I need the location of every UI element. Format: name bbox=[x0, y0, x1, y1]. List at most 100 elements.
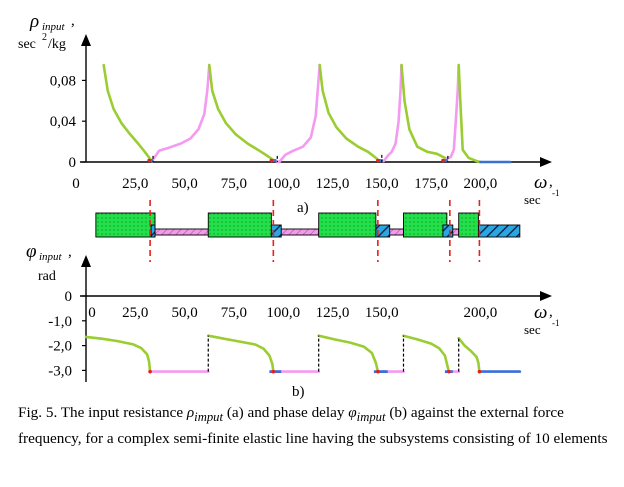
caption-phi-symbol: φ bbox=[348, 404, 357, 421]
panel-a-x-ticks: 0 25,0 50,0 75,0 100,0 125,0 150,0 175,0 200,0 bbox=[72, 176, 497, 192]
panel-b-x-axis bbox=[80, 291, 552, 301]
panel-a-x-tick-label: 0 bbox=[72, 176, 80, 192]
panel-b-series-green bbox=[457, 336, 481, 373]
band-blue-piece bbox=[270, 224, 282, 238]
panel-a-x-tick-label: 100,0 bbox=[266, 176, 300, 192]
panel-a-x-tick-label: 175,0 bbox=[414, 176, 448, 192]
band-green bbox=[403, 212, 448, 238]
caption-rho-symbol: ρ bbox=[186, 404, 195, 421]
panel-a-series-green bbox=[208, 63, 275, 162]
panel-a-y-ticks: 0 0,04 0,08 bbox=[50, 73, 86, 171]
panel-a-curves bbox=[102, 63, 512, 164]
panel-a-ylabel-sub: input bbox=[42, 21, 66, 33]
panel-a-y-tick-label: 0,04 bbox=[50, 114, 77, 130]
caption-part-3: (b) against the external force frequency… bbox=[18, 404, 608, 448]
panel-b-xlabel-comma: , bbox=[549, 304, 553, 320]
panel-b-x-tick-label: 100,0 bbox=[266, 305, 300, 321]
panel-a-x-tick-label: 150,0 bbox=[365, 176, 399, 192]
panel-a-series-pink bbox=[445, 63, 460, 161]
panel-b-x-tick-label: 125,0 bbox=[316, 305, 350, 321]
panel-a: 0 0,04 0,08 0 25,0 50,0 75,0 100,0 125,0 150,0 17… bbox=[18, 11, 560, 216]
panel-b-ylabel-symbol: φ bbox=[26, 241, 37, 262]
panel-a-series-green bbox=[400, 63, 449, 161]
band-green bbox=[318, 212, 377, 238]
panel-b-series-green bbox=[207, 334, 275, 373]
panel-a-ylabel-unit-a: sec bbox=[18, 37, 36, 52]
band-strip bbox=[95, 200, 521, 262]
panel-b-series-green bbox=[402, 334, 451, 373]
panel-a-xlabel-unit-sup: -1 bbox=[552, 188, 560, 198]
band-blue-piece bbox=[375, 224, 391, 238]
panel-b-series-green bbox=[317, 334, 380, 373]
panel-a-series-pink bbox=[150, 63, 211, 163]
panel-b-red-point bbox=[477, 369, 482, 374]
figure-canvas: 0 0,04 0,08 0 25,0 50,0 75,0 100,0 125,0 150,0 17… bbox=[18, 11, 560, 400]
panel-a-series-green bbox=[457, 63, 482, 164]
panel-a-series-green bbox=[102, 63, 154, 163]
panel-a-x-tick-label: 50,0 bbox=[171, 176, 197, 192]
caption-phi-sub: imput bbox=[356, 410, 386, 425]
panel-a-red-point bbox=[441, 158, 445, 163]
panel-b-red-point bbox=[447, 369, 451, 374]
panel-b-curves bbox=[84, 334, 522, 374]
panel-b-red-point bbox=[376, 369, 380, 374]
panel-b-x-tick-label: 50,0 bbox=[171, 305, 197, 321]
panel-b-label: b) bbox=[292, 384, 305, 400]
panel-a-x-tick-label: 200,0 bbox=[464, 176, 498, 192]
panel-a-ylabel-symbol: ρ bbox=[29, 11, 39, 32]
band-blue-piece bbox=[442, 224, 454, 238]
panel-a-x-axis bbox=[80, 157, 552, 167]
panel-b-ylabel-comma: , bbox=[68, 244, 72, 260]
panel-a-x-tick-label: 75,0 bbox=[221, 176, 247, 192]
panel-b-x-tick-label: 200,0 bbox=[464, 305, 498, 321]
panel-b-xlabel-unit: sec bbox=[524, 322, 541, 337]
panel-a-xlabel-comma: , bbox=[549, 174, 553, 190]
caption-part-1: Fig. 5. The input resistance bbox=[18, 404, 187, 421]
panel-a-red-point bbox=[269, 158, 274, 163]
panel-b-x-tick-label: 0 bbox=[88, 305, 96, 321]
panel-b-y-tick-label: -3,0 bbox=[48, 363, 72, 379]
panel-b-y-tick-label: 0 bbox=[65, 289, 73, 305]
figure-caption: Fig. 5. The input resistance ρ imput (a) … bbox=[18, 402, 618, 449]
band-green bbox=[207, 212, 272, 238]
panel-b-y-tick-label: -2,0 bbox=[48, 339, 72, 355]
band-blue bbox=[477, 224, 521, 238]
panel-b-y-axis bbox=[81, 255, 91, 382]
panel-b-x-tick-label: 25,0 bbox=[122, 305, 148, 321]
panel-b-xlabel-unit-sup: -1 bbox=[552, 318, 560, 328]
panel-b-x-tick-label: 75,0 bbox=[221, 305, 247, 321]
panel-a-ylabel-unit-b: /kg bbox=[48, 37, 66, 52]
panel-b-red-point bbox=[148, 369, 152, 374]
panel-a-y-axis bbox=[81, 34, 91, 162]
panel-a-series-pink bbox=[272, 63, 321, 164]
panel-a-ylabel-comma: , bbox=[71, 13, 75, 29]
band-green bbox=[458, 212, 479, 238]
panel-b-y-tick-label: -1,0 bbox=[48, 314, 72, 330]
band-blue-piece bbox=[150, 224, 156, 238]
panel-b-ylabel-sub: input bbox=[39, 251, 63, 263]
band-strip-red-dashes bbox=[149, 200, 481, 262]
panel-a-xlabel-unit: sec bbox=[524, 192, 541, 207]
panel-a-xlabel-symbol: ω bbox=[534, 172, 547, 193]
caption-part-2: (a) and phase delay bbox=[223, 404, 349, 421]
panel-b-xlabel-symbol: ω bbox=[534, 302, 547, 323]
panel-a-x-tick-label: 25,0 bbox=[122, 176, 148, 192]
panel-b-x-ticks: 0 25,0 50,0 75,0 100,0 125,0 150,0 200,0 bbox=[88, 305, 497, 321]
panel-a-y-tick-label: 0 bbox=[69, 155, 77, 171]
panel-a-ylabel-unit-sup: 2 bbox=[42, 32, 47, 43]
band-green bbox=[95, 212, 156, 238]
panel-b-ylabel-unit: rad bbox=[38, 269, 56, 284]
panel-a-series-pink bbox=[376, 63, 403, 163]
panel-a-red-point bbox=[376, 158, 380, 163]
band-strip-blocks bbox=[95, 212, 521, 238]
panel-a-x-tick-label: 125,0 bbox=[316, 176, 350, 192]
band-pink bbox=[154, 228, 209, 236]
panel-b-x-tick-label: 150,0 bbox=[365, 305, 399, 321]
panel-b-red-point bbox=[271, 369, 276, 374]
panel-b: 0 -1,0 -2,0 -3,0 0 25,0 50,0 75,0 100,0 125,0 150… bbox=[26, 241, 560, 400]
panel-b-y-ticks: 0 -1,0 -2,0 -3,0 bbox=[48, 289, 86, 379]
panel-a-label: a) bbox=[297, 200, 309, 216]
panel-b-series-green bbox=[84, 335, 152, 373]
panel-a-series-green bbox=[318, 63, 380, 162]
